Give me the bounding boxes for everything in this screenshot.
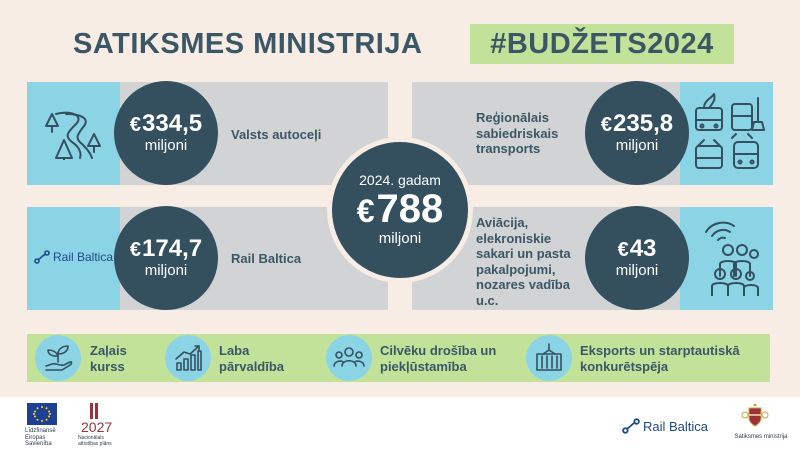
people-wifi-icon — [705, 221, 759, 296]
footer — [0, 397, 800, 450]
transport-unit: miljoni — [615, 137, 659, 155]
growth-chart-icon — [175, 345, 202, 371]
rail-baltica-footer-text: Rail Baltica — [643, 418, 709, 434]
budget-hashtag: #BUDŽETS2024 — [470, 24, 734, 64]
total-unit: miljoni — [378, 230, 422, 248]
band-roads-blue — [27, 82, 120, 185]
other-unit: miljoni — [615, 262, 659, 280]
roads-amount: €334,5 — [129, 109, 203, 137]
priority-export-label: Eksports un starptautiskā konkurētspēja — [580, 343, 740, 374]
total-budget-circle: 2024. gadam €788 miljoni — [327, 137, 473, 283]
transport-amount: €235,8 — [600, 109, 674, 137]
rail-baltica-footer-logo: Rail Baltica — [622, 417, 708, 435]
priority-safety-circle — [326, 335, 372, 381]
roads-label: Valsts autoceļi — [231, 127, 322, 142]
priority-green-circle — [35, 335, 81, 381]
priority-green-label: Zaļais kurss — [90, 343, 127, 374]
transport-label: Reģionālais sabiedriskais transports — [476, 110, 559, 157]
priority-export-circle — [526, 335, 572, 381]
rail-unit: miljoni — [144, 262, 188, 280]
road-trees-icon — [45, 111, 101, 160]
rail-amount-circle: €174,7 miljoni — [114, 206, 218, 310]
priority-safety-label: Cilvēku drošība un piekļūstamība — [380, 343, 497, 374]
priorities-bar — [27, 334, 770, 382]
ministry-footer-text: Satiksmes ministrija — [734, 434, 788, 440]
public-transport-icon — [695, 93, 765, 169]
priority-governance-circle — [165, 335, 211, 381]
rail-baltica-mark-icon — [34, 250, 50, 264]
eu-flag-logo — [27, 403, 57, 425]
band-rail-blue — [27, 207, 120, 310]
people-group-icon — [333, 347, 365, 367]
total-amount: €788 — [356, 187, 444, 232]
roads-unit: miljoni — [144, 137, 188, 155]
other-amount: €43 — [617, 234, 657, 262]
rail-baltica-logo-text: Rail Baltica — [53, 250, 114, 264]
total-year-label: 2024. gadam — [359, 171, 441, 188]
rail-baltica-mark-icon — [622, 418, 640, 434]
rail-amount: €174,7 — [129, 234, 203, 262]
priority-governance-label: Laba pārvaldība — [219, 343, 285, 374]
latvian-flag-mark-icon — [90, 403, 99, 419]
other-label: Aviācija, elekroniskie sakari un pasta p… — [476, 215, 571, 308]
rail-baltica-logo: Rail Baltica — [34, 249, 113, 265]
rail-label: Rail Baltica — [231, 251, 302, 266]
plan-2027-year: 2027 — [81, 419, 113, 435]
transport-amount-circle: €235,8 miljoni — [585, 81, 689, 185]
cargo-container-icon — [536, 343, 562, 371]
eu-cofunded-text: Līdzfinansē Eiropas Savienība — [25, 428, 56, 448]
sprout-hand-icon — [45, 345, 73, 371]
roads-amount-circle: €334,5 miljoni — [114, 81, 218, 185]
page-title: SATIKSMES MINISTRIJA — [73, 28, 423, 60]
other-amount-circle: €43 miljoni — [585, 206, 689, 310]
latvia-coat-of-arms-logo — [741, 403, 769, 427]
plan-2027-text: Nacionālais attīstības plāns — [78, 435, 112, 447]
